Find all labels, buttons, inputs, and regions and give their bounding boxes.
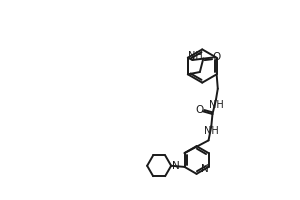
Text: N: N: [172, 161, 179, 171]
Text: O: O: [195, 105, 204, 115]
Text: NH: NH: [204, 126, 219, 136]
Text: N: N: [200, 164, 208, 174]
Text: NH: NH: [188, 51, 203, 61]
Text: NH: NH: [208, 100, 223, 110]
Text: O: O: [212, 52, 220, 62]
